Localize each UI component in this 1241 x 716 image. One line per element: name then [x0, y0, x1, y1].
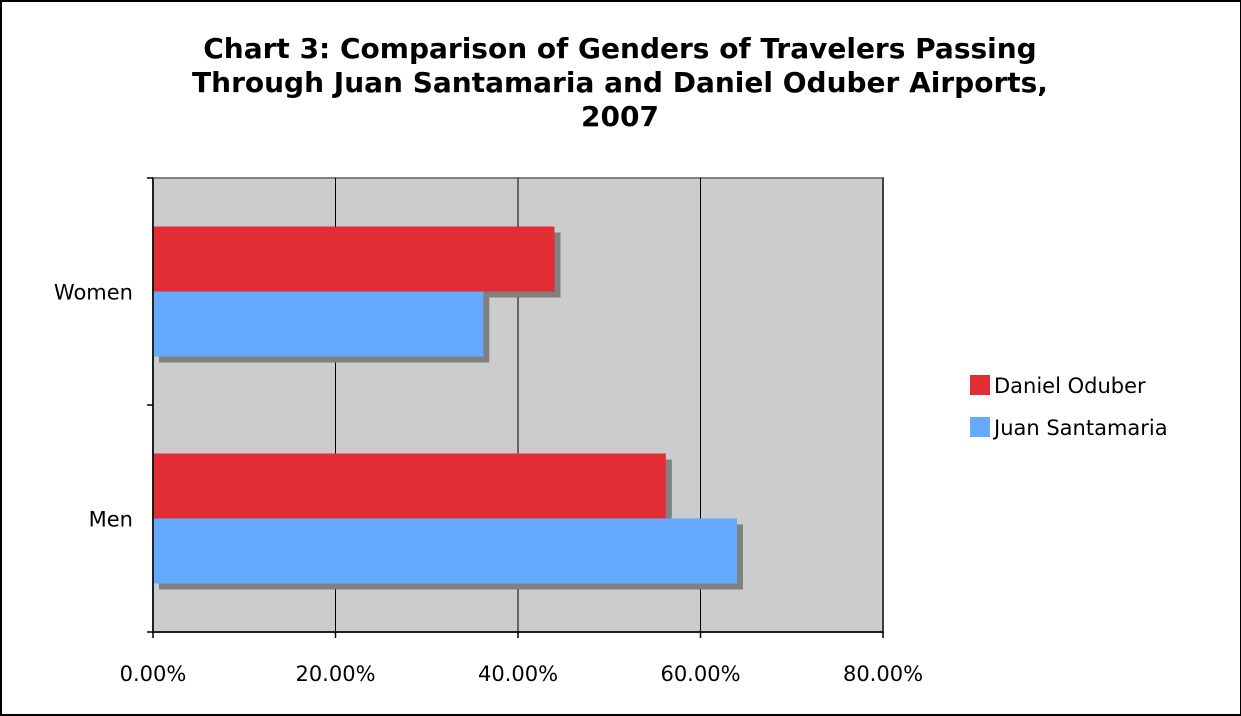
legend-label: Daniel Oduber — [994, 374, 1146, 398]
chart-title-line-1: Chart 3: Comparison of Genders of Travel… — [203, 32, 1037, 65]
bar-juan-santamaria-men — [153, 518, 737, 584]
x-tick-label: 0.00% — [120, 662, 187, 686]
x-tick-label: 20.00% — [295, 662, 375, 686]
chart-title-line-3: 2007 — [581, 100, 659, 133]
x-tick-label: 40.00% — [478, 662, 558, 686]
bar-daniel-oduber-women — [153, 226, 555, 292]
y-tick-label: Women — [54, 281, 133, 305]
y-tick-label: Men — [89, 508, 133, 532]
legend-swatch — [970, 417, 990, 437]
x-tick-label: 80.00% — [843, 662, 923, 686]
x-tick-label: 60.00% — [660, 662, 740, 686]
chart-title-line-2: Through Juan Santamaria and Daniel Odube… — [192, 66, 1048, 99]
legend-label: Juan Santamaria — [992, 416, 1168, 440]
chart-title: Chart 3: Comparison of Genders of Travel… — [60, 32, 1180, 134]
bar-juan-santamaria-women — [153, 291, 484, 357]
bar-daniel-oduber-men — [153, 453, 666, 519]
legend-swatch — [970, 375, 990, 395]
